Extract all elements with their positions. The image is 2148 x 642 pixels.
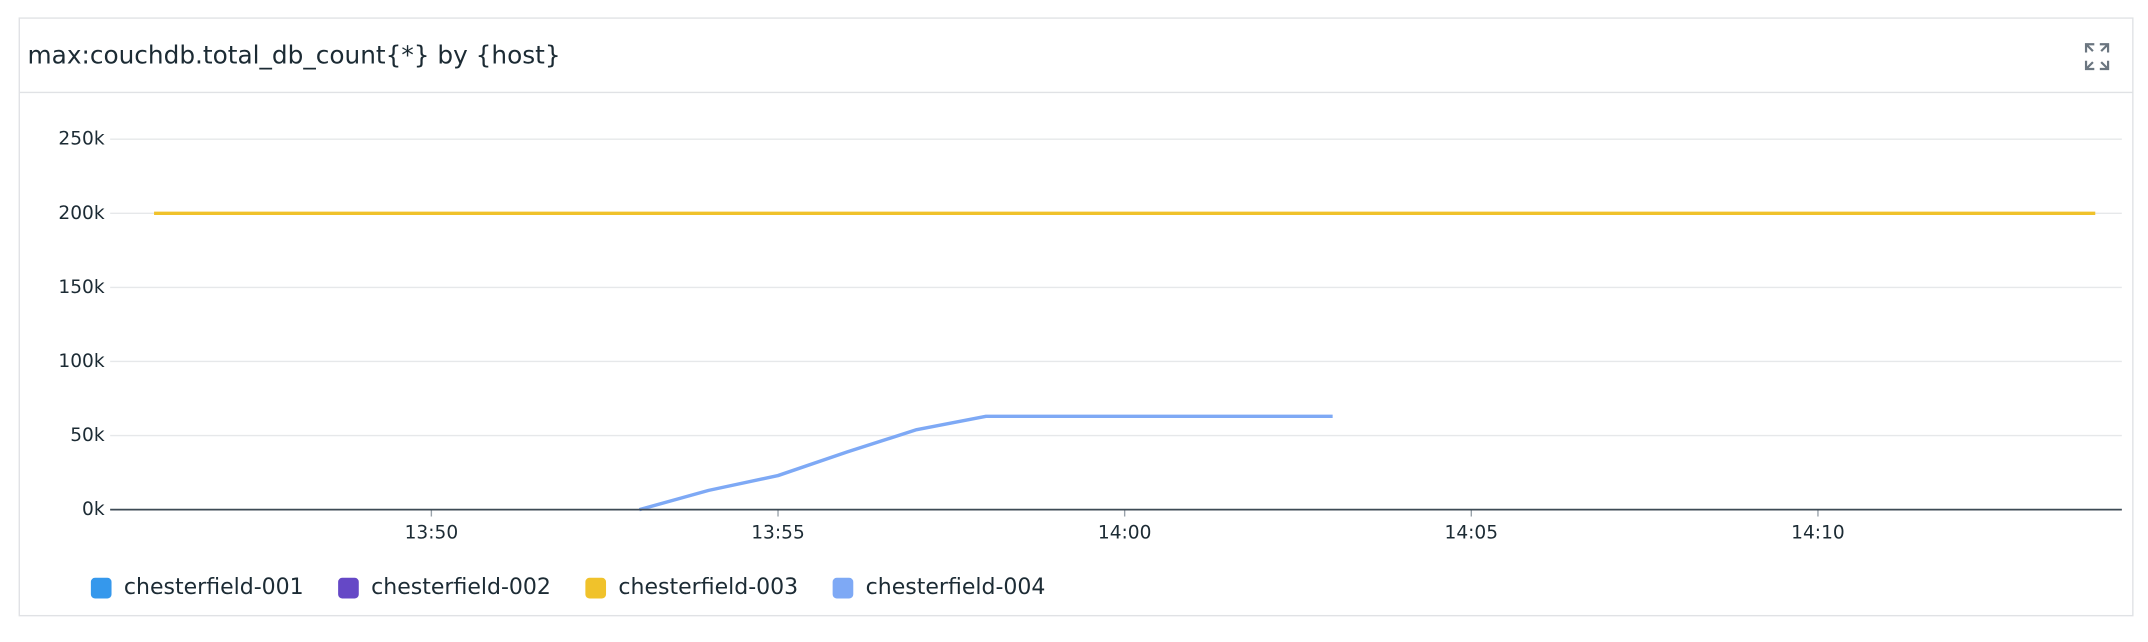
- x-tick-label: 14:05: [1445, 523, 1499, 544]
- legend-swatch: [90, 577, 112, 599]
- legend-label: chesterfield-002: [371, 575, 551, 600]
- legend-swatch: [832, 577, 854, 599]
- legend-label: chesterfield-004: [866, 575, 1046, 600]
- legend-label: chesterfield-001: [124, 575, 304, 600]
- chart-title: max:couchdb.total_db_count{*} by {host}: [28, 41, 561, 70]
- x-tick-label: 14:10: [1791, 523, 1845, 544]
- legend-swatch: [585, 577, 607, 599]
- y-tick-label: 50k: [70, 425, 105, 446]
- panel-frame: [18, 17, 2134, 617]
- y-tick-label: 150k: [58, 277, 104, 298]
- legend-label: chesterfield-003: [618, 575, 798, 600]
- x-tick-label: 13:55: [751, 523, 805, 544]
- x-tick-label: 13:50: [405, 523, 459, 544]
- series-line: [638, 414, 1333, 512]
- legend-swatch: [338, 577, 359, 599]
- x-tick-label: 14:00: [1098, 523, 1152, 544]
- y-tick-label: 100k: [58, 351, 104, 372]
- expand-button[interactable]: [2076, 36, 2117, 77]
- y-tick-label: 250k: [58, 129, 104, 150]
- y-tick-label: 0k: [82, 499, 105, 520]
- y-tick-label: 200k: [58, 203, 104, 224]
